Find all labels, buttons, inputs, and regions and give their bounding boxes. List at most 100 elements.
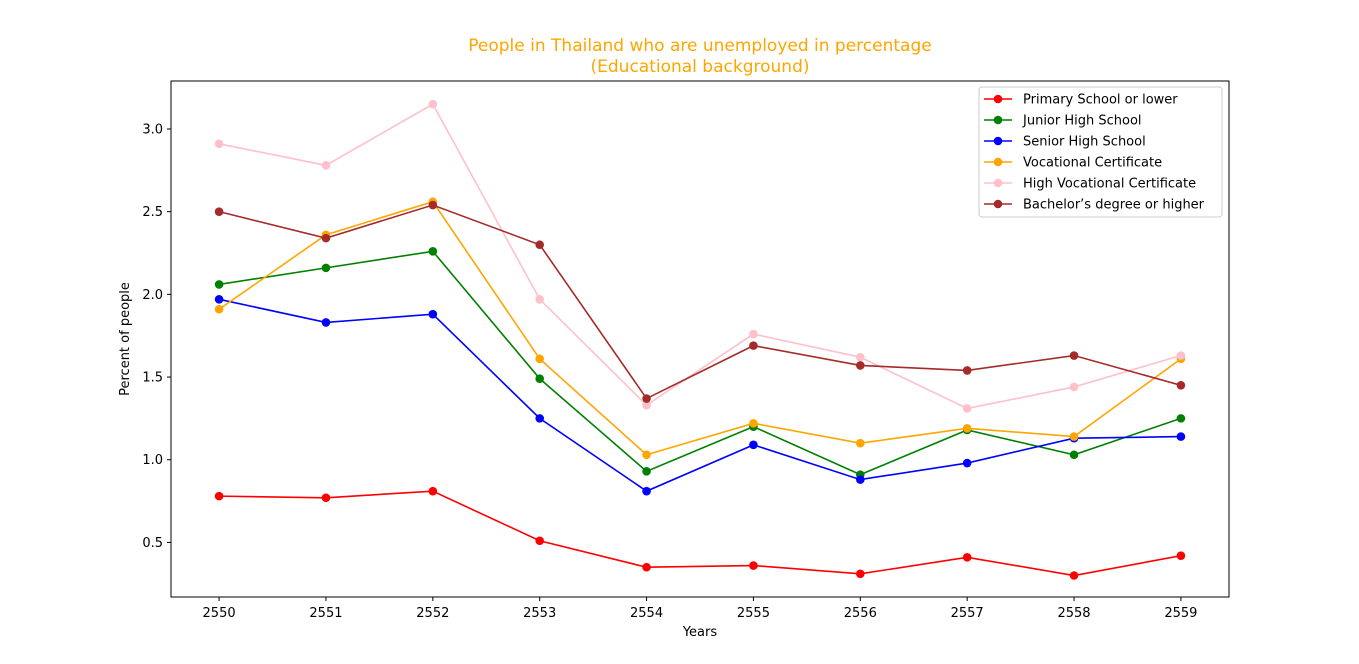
data-point	[1069, 382, 1079, 392]
series-5	[214, 99, 1186, 413]
legend-swatch-marker	[993, 136, 1003, 146]
data-point	[1069, 450, 1079, 460]
series-line	[218, 250, 1182, 476]
x-tick-label: 2551	[309, 606, 342, 621]
legend-label: Senior High School	[1023, 135, 1146, 150]
legend-entry: High Vocational Certificate	[984, 177, 1196, 192]
data-point	[535, 354, 544, 364]
series-4	[214, 197, 1186, 460]
data-point	[642, 450, 651, 460]
data-point	[1069, 351, 1079, 360]
series-line	[218, 200, 1182, 456]
data-point	[535, 295, 544, 304]
data-point	[321, 493, 331, 503]
data-point	[535, 240, 544, 250]
data-point	[642, 394, 651, 403]
legend-label: Vocational Certificate	[1023, 156, 1162, 171]
data-point	[856, 569, 865, 579]
series-3	[214, 295, 1186, 496]
data-point	[642, 400, 651, 410]
y-tick-label: 0.5	[142, 536, 163, 551]
y-tick-label: 1.5	[142, 371, 163, 386]
data-point	[428, 309, 438, 319]
series-line	[218, 103, 1182, 410]
x-axis: 2550 2551 2552 2553 2554 2555 2556 2557 2558 2559	[203, 597, 1197, 621]
x-tick-label: 2550	[203, 606, 236, 621]
y-tick-label: 3.0	[142, 122, 163, 137]
data-point	[856, 475, 865, 484]
data-point	[642, 562, 651, 572]
data-point	[428, 99, 438, 109]
legend-label: High Vocational Certificate	[1023, 177, 1196, 192]
legend-label: Primary School or lower	[1023, 93, 1178, 108]
data-point	[214, 207, 224, 216]
data-point	[856, 352, 865, 362]
x-tick-label: 2558	[1057, 606, 1090, 621]
x-tick-label: 2559	[1164, 606, 1197, 621]
legend: Primary School or lower Junior High Schoo…	[978, 86, 1223, 218]
data-point	[214, 295, 224, 304]
data-point	[428, 486, 438, 496]
legend-label: Junior High School	[1022, 114, 1142, 129]
y-tick-label: 1.0	[142, 453, 163, 468]
data-point	[1176, 551, 1186, 560]
x-tick-label: 2556	[844, 606, 877, 621]
legend-entry: Bachelor’s degree or higher	[984, 198, 1205, 213]
data-point	[962, 458, 972, 468]
data-point	[962, 424, 972, 433]
data-point	[749, 419, 758, 428]
data-point	[962, 366, 972, 375]
legend-label: Bachelor’s degree or higher	[1023, 198, 1205, 213]
series-1	[214, 486, 1186, 580]
data-point	[535, 414, 544, 423]
series-line	[218, 204, 1182, 400]
data-point	[749, 329, 758, 339]
data-point	[1069, 432, 1079, 441]
y-axis-label: Percent of people	[118, 282, 133, 396]
legend-frame	[978, 86, 1223, 218]
data-point	[214, 280, 224, 289]
data-point	[535, 536, 544, 546]
data-point	[321, 318, 331, 327]
legend-swatch-marker	[993, 178, 1003, 188]
data-point	[642, 467, 651, 476]
x-tick-label: 2554	[630, 606, 663, 621]
plot-area-frame	[170, 80, 1230, 598]
data-point	[856, 361, 865, 370]
chart-title-line-2: (Educational background)	[591, 57, 810, 77]
y-tick-label: 2.0	[142, 288, 163, 303]
data-point	[1069, 571, 1079, 580]
series-6	[214, 200, 1186, 403]
data-point	[749, 440, 758, 450]
chart-title-line-1: People in Thailand who are unemployed in…	[468, 36, 931, 56]
y-tick-label: 2.5	[142, 205, 163, 220]
data-point	[962, 404, 972, 413]
data-point	[535, 374, 544, 383]
x-tick-label: 2557	[951, 606, 984, 621]
legend-swatch-marker	[993, 115, 1003, 125]
x-tick-label: 2553	[523, 606, 556, 621]
data-point	[1176, 414, 1186, 423]
data-point	[962, 553, 972, 562]
legend-swatch-marker	[993, 157, 1003, 167]
series-line	[219, 490, 1182, 577]
data-point	[1176, 381, 1186, 390]
legend-entry: Primary School or lower	[984, 93, 1178, 108]
data-point	[428, 200, 438, 210]
data-point	[214, 139, 224, 149]
data-point	[321, 233, 331, 243]
x-tick-label: 2552	[416, 606, 449, 621]
legend-swatch-marker	[993, 199, 1003, 209]
legend-entry: Vocational Certificate	[984, 156, 1162, 171]
data-point	[856, 438, 865, 448]
y-axis: 0.5 1.0 1.5 2.0 2.5 3.0	[142, 122, 171, 551]
legend-swatch-marker	[993, 94, 1003, 104]
data-point	[749, 341, 758, 350]
legend-entry: Junior High School	[984, 114, 1142, 129]
data-point	[1176, 351, 1186, 360]
data-point	[642, 486, 651, 496]
data-point	[1176, 432, 1186, 441]
x-tick-label: 2555	[737, 606, 770, 621]
data-point	[321, 263, 331, 273]
data-point	[749, 561, 758, 570]
